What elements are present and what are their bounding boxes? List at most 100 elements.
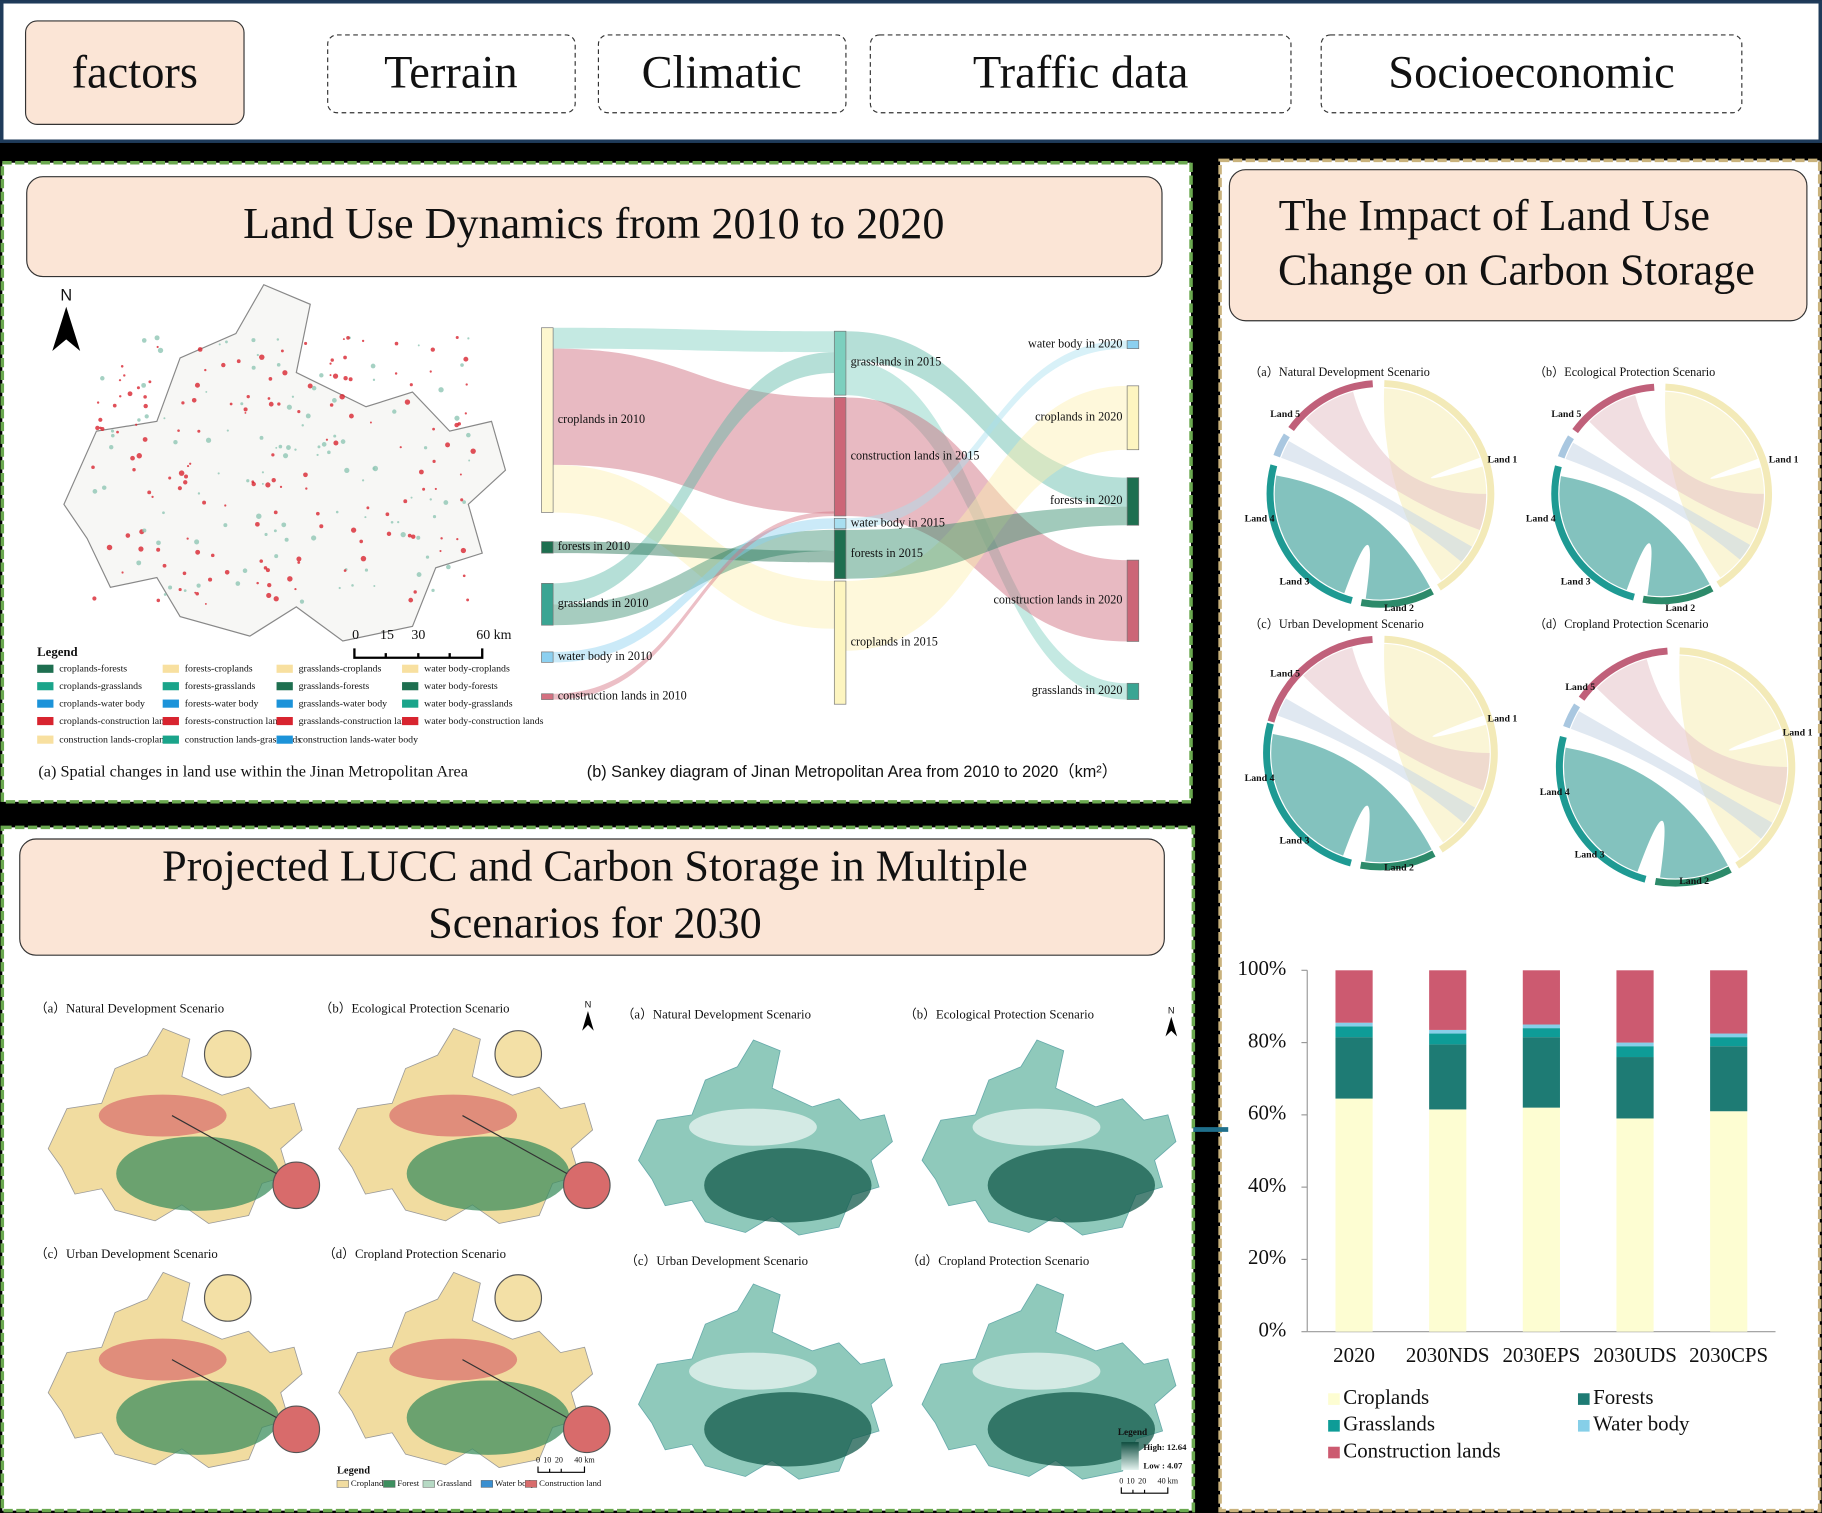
change-dot bbox=[350, 527, 357, 533]
high-carbon-zone bbox=[704, 1392, 872, 1467]
bar-segment bbox=[1710, 970, 1748, 1034]
change-dot bbox=[156, 547, 161, 552]
chord-diagrams: （a）Natural Development Scenario Land 5 Lan… bbox=[1245, 365, 1813, 887]
chord-ribbon bbox=[1564, 747, 1728, 879]
change-dot bbox=[369, 421, 372, 424]
change-dot bbox=[422, 487, 426, 491]
change-dot bbox=[327, 450, 331, 455]
sankey-flow bbox=[553, 529, 835, 626]
chord-ribbon bbox=[1281, 441, 1473, 562]
change-dot bbox=[351, 584, 354, 587]
change-dot bbox=[137, 418, 141, 422]
legend-label: construction lands-grasslands bbox=[185, 734, 302, 745]
change-dot bbox=[194, 539, 200, 545]
urban-zone bbox=[389, 1094, 518, 1137]
change-dot bbox=[278, 444, 283, 449]
legend-label: Construction land bbox=[539, 1478, 602, 1488]
chord-arc bbox=[1266, 464, 1353, 604]
change-dot bbox=[95, 425, 100, 431]
change-dot bbox=[416, 572, 422, 578]
chord-ribbon bbox=[1559, 476, 1710, 597]
chord-label: Land 2 bbox=[1679, 876, 1709, 887]
scale-label: 40 km bbox=[1158, 1476, 1179, 1485]
bar-segment bbox=[1429, 1029, 1467, 1034]
change-dot bbox=[416, 535, 421, 540]
factor-box bbox=[869, 34, 1292, 114]
panel-title: Projected LUCC and Carbon Storage in Mul… bbox=[162, 842, 1028, 891]
change-dot bbox=[109, 445, 114, 450]
chord-ribbon bbox=[1274, 475, 1431, 600]
legend-label: water body-construction lands bbox=[424, 716, 544, 727]
change-dot bbox=[204, 368, 207, 372]
change-dot bbox=[317, 445, 321, 449]
low-carbon-zone bbox=[689, 1108, 817, 1146]
sankey-flow bbox=[845, 331, 1128, 507]
legend-label: croplands-construction lands bbox=[59, 716, 173, 727]
change-dot bbox=[299, 599, 305, 604]
legend-label: forests-croplands bbox=[185, 664, 253, 675]
change-dot bbox=[244, 411, 247, 414]
change-dot bbox=[286, 445, 291, 450]
legend-label: croplands-grasslands bbox=[59, 681, 142, 692]
change-dot bbox=[195, 591, 199, 596]
change-dot bbox=[460, 498, 464, 502]
change-dot bbox=[311, 385, 317, 391]
scenario-caption: （d）Cropland Protection Scenario bbox=[323, 1247, 506, 1261]
chord-label: Land 5 bbox=[1565, 682, 1595, 693]
change-dot bbox=[373, 585, 376, 588]
change-dot bbox=[338, 586, 341, 590]
legend-swatch bbox=[37, 699, 54, 708]
low-carbon-zone bbox=[972, 1352, 1101, 1390]
sankey-node bbox=[833, 580, 847, 705]
change-dot bbox=[273, 596, 279, 602]
change-dot bbox=[291, 395, 295, 398]
change-dot bbox=[183, 480, 188, 485]
bar-segment bbox=[1335, 970, 1373, 1023]
magnifier-link bbox=[171, 1115, 277, 1175]
legend-label: grasslands-construction lands bbox=[299, 716, 416, 727]
factor-box bbox=[597, 34, 847, 114]
change-dot bbox=[271, 453, 275, 457]
legend-swatch bbox=[383, 1480, 396, 1488]
change-dot bbox=[142, 528, 147, 533]
change-dot bbox=[144, 414, 149, 419]
scenario-caption: （c）Urban Development Scenario bbox=[625, 1254, 808, 1268]
change-dot bbox=[392, 409, 397, 414]
chord-arc bbox=[1360, 588, 1434, 608]
change-dot bbox=[173, 439, 178, 445]
legend-swatch bbox=[162, 716, 179, 726]
change-dot bbox=[196, 583, 201, 588]
legend-label: grasslands-croplands bbox=[299, 664, 382, 675]
change-dot bbox=[400, 532, 406, 538]
chord-arc bbox=[1555, 735, 1647, 883]
change-dot bbox=[243, 407, 248, 412]
change-dot bbox=[218, 343, 221, 346]
change-dot bbox=[432, 515, 437, 519]
legend-label: Croplands bbox=[1343, 1385, 1429, 1409]
change-dot bbox=[297, 410, 301, 414]
sankey-flow bbox=[845, 360, 1128, 700]
change-dot bbox=[259, 354, 265, 360]
change-dot bbox=[443, 500, 449, 505]
change-dot bbox=[296, 556, 302, 562]
change-dot bbox=[305, 487, 308, 490]
change-dot bbox=[294, 448, 297, 451]
change-dot bbox=[154, 335, 160, 341]
change-dot bbox=[431, 588, 435, 593]
legend-title: Legend bbox=[337, 1466, 370, 1477]
chord-arc bbox=[1384, 380, 1495, 591]
forest-zone bbox=[116, 1136, 279, 1211]
title-box bbox=[1228, 169, 1808, 322]
change-dot bbox=[282, 370, 288, 376]
legend-label: Grassland bbox=[437, 1478, 472, 1488]
chord-label: Land 5 bbox=[1270, 409, 1300, 420]
legend-swatch bbox=[1577, 1393, 1590, 1405]
change-dot bbox=[303, 472, 308, 478]
change-dot bbox=[168, 476, 172, 480]
scale-label: 20 bbox=[1138, 1476, 1146, 1485]
change-dot bbox=[330, 358, 334, 362]
sankey-flow bbox=[553, 327, 835, 353]
change-dot bbox=[136, 453, 142, 459]
chord-label: Land 5 bbox=[1551, 409, 1581, 420]
